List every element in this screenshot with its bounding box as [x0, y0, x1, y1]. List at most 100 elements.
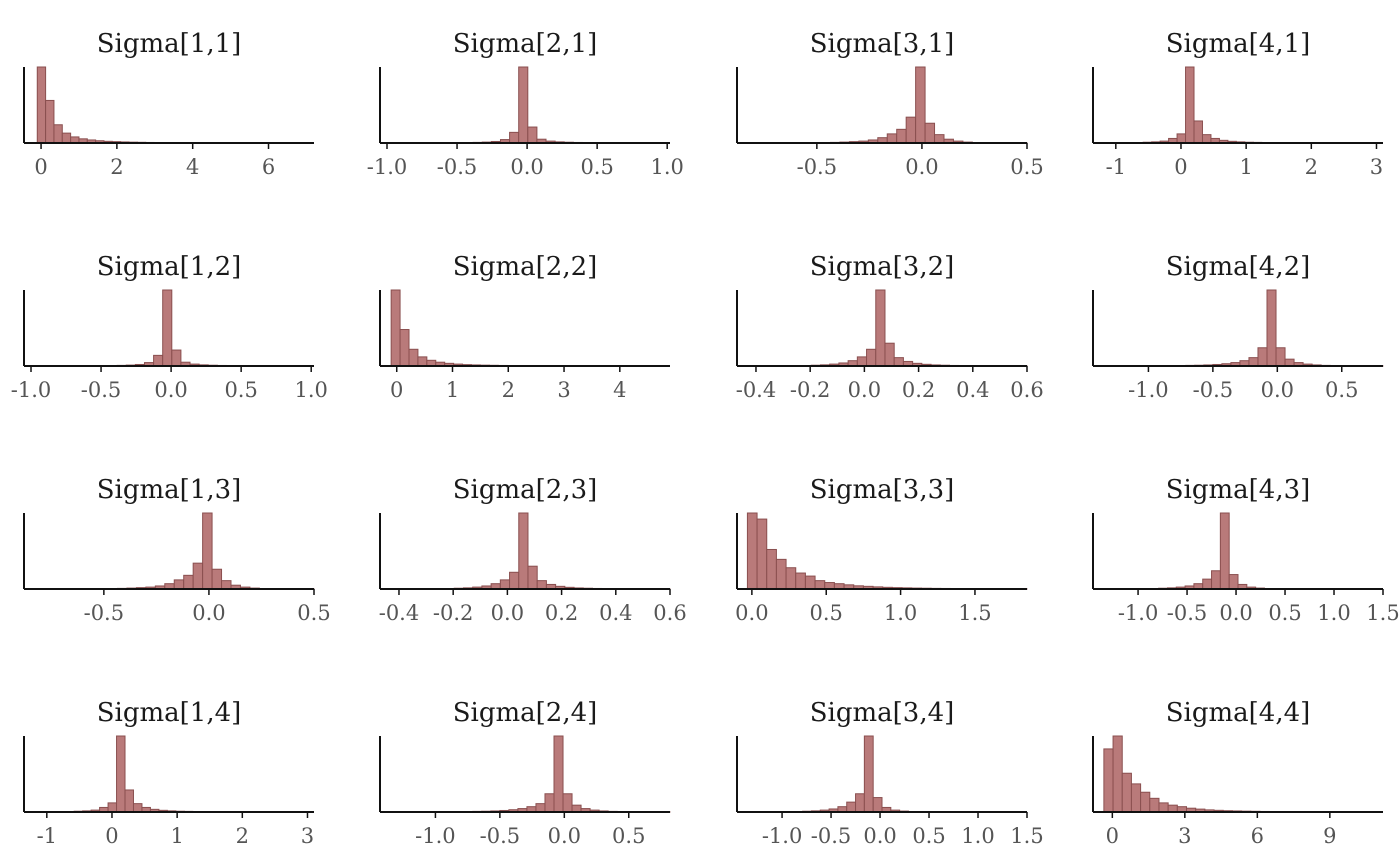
x-tick-label: 2 — [502, 378, 515, 402]
x-tick-label: -0.5 — [84, 601, 125, 625]
histogram-bar — [535, 803, 546, 813]
x-tick-label: 1 — [446, 378, 459, 402]
x-tick-label: -1.0 — [1128, 378, 1169, 402]
histogram-bar — [884, 342, 895, 367]
panel-title: Sigma[4,2] — [1166, 252, 1311, 282]
histogram-bar — [499, 579, 511, 590]
x-tick-label: -1 — [37, 824, 57, 848]
x-tick-label: -0.5 — [1193, 378, 1234, 402]
x-tick-label: 1.5 — [958, 601, 991, 625]
panel-title: Sigma[1,2] — [97, 252, 242, 282]
x-tick-label: 0 — [1174, 155, 1187, 179]
x-tick-label: 0 — [390, 378, 403, 402]
x-tick-label: 0.5 — [1268, 601, 1301, 625]
histogram-panel: Sigma[1,2] -1.0 -0.5 0.0 0.5 1.0 — [11, 252, 328, 402]
histogram-bar — [536, 580, 547, 590]
panel-title: Sigma[4,4] — [1166, 698, 1311, 728]
histogram-bar — [171, 349, 182, 367]
histogram-bar — [1167, 804, 1178, 813]
histogram-panel: Sigma[4,4] 0 3 6 9 — [1092, 698, 1383, 848]
x-tick-label: 3 — [557, 378, 570, 402]
histogram-bar — [872, 797, 883, 813]
panel-title: Sigma[2,4] — [453, 698, 598, 728]
x-tick-label: 0.0 — [548, 824, 581, 848]
x-tick-label: -1.0 — [415, 824, 456, 848]
x-tick-label: 1.5 — [1366, 601, 1399, 625]
histogram-bar — [795, 572, 806, 590]
histogram-bar — [132, 803, 143, 813]
x-tick-label: 0 — [105, 824, 118, 848]
histogram-bar — [1202, 578, 1213, 590]
histogram-bar — [814, 580, 826, 590]
x-tick-label: 0.6 — [1010, 378, 1043, 402]
x-tick-label: 0.6 — [653, 601, 686, 625]
x-tick-label: 9 — [1323, 824, 1336, 848]
x-tick-label: 0 — [1106, 824, 1119, 848]
x-tick-label: -0.2 — [433, 601, 474, 625]
histogram-bar — [509, 131, 520, 144]
histogram-bar — [846, 801, 857, 813]
x-tick-label: 4 — [613, 378, 626, 402]
histogram-bar — [399, 329, 410, 367]
x-tick-label: 0.5 — [224, 378, 257, 402]
x-tick-label: 0.0 — [491, 601, 524, 625]
histogram-bar — [36, 66, 47, 144]
histogram-bar — [509, 571, 520, 590]
histogram-bar — [518, 512, 529, 590]
x-tick-label: 4 — [186, 155, 199, 179]
x-tick-label: -1.0 — [762, 824, 803, 848]
x-tick-label: 2 — [236, 824, 249, 848]
panel-title: Sigma[1,3] — [97, 475, 242, 505]
histogram-bar — [1130, 783, 1142, 813]
histogram-bar — [1201, 134, 1212, 144]
x-tick-label: 3 — [1178, 824, 1191, 848]
histogram-bar — [153, 354, 164, 367]
histogram-bar — [1193, 120, 1203, 144]
x-tick-label: 0.4 — [599, 601, 632, 625]
histogram-bar — [417, 356, 428, 367]
histogram-panel: Sigma[3,1] -0.5 0.0 0.5 — [736, 29, 1044, 179]
histogram-bar — [1149, 797, 1160, 813]
x-tick-label: 1.0 — [650, 155, 683, 179]
panel-title: Sigma[1,1] — [97, 29, 242, 59]
histogram-bar — [61, 132, 72, 144]
x-tick-label: 0.5 — [810, 601, 843, 625]
histogram-panel: Sigma[4,2] -1.0 -0.5 0.0 0.5 — [1092, 252, 1384, 402]
histogram-bar — [553, 735, 564, 813]
histogram-bar — [1257, 347, 1268, 367]
x-tick-label: -0.2 — [790, 378, 831, 402]
histogram-panel: Sigma[2,2] 0 1 2 3 4 — [379, 252, 670, 402]
histogram-bar — [1266, 289, 1277, 367]
x-tick-label: -0.5 — [797, 155, 838, 179]
histogram-panel: Sigma[3,2] -0.4 -0.2 0.0 0.2 0.4 0.6 — [736, 252, 1044, 402]
panel-title: Sigma[2,3] — [453, 475, 598, 505]
histogram-bar — [562, 793, 573, 813]
x-tick-label: 0.5 — [1010, 155, 1043, 179]
histogram-bar — [1284, 358, 1295, 367]
x-tick-label: -1 — [1106, 155, 1126, 179]
histogram-panel: Sigma[4,3] -1.0 -0.5 0.0 0.5 1.0 1.5 — [1092, 475, 1400, 625]
x-tick-label: 0.0 — [510, 155, 543, 179]
histogram-bar — [1158, 802, 1169, 813]
histogram-bar — [756, 518, 768, 590]
x-tick-label: 0.2 — [902, 378, 935, 402]
panel-title: Sigma[4,1] — [1166, 29, 1311, 59]
x-tick-label: -0.5 — [1167, 601, 1208, 625]
x-tick-label: 2 — [1305, 155, 1318, 179]
x-tick-label: 0.4 — [956, 378, 989, 402]
x-tick-label: 0.0 — [735, 601, 768, 625]
x-tick-label: 0 — [34, 155, 47, 179]
x-tick-label: 1.5 — [1010, 824, 1043, 848]
histogram-bar — [896, 128, 907, 144]
histogram-bar — [746, 512, 758, 590]
x-tick-label: 0.5 — [912, 824, 945, 848]
x-tick-label: 0.0 — [905, 155, 938, 179]
histogram-panel: Sigma[1,1] 0 2 4 6 — [23, 29, 314, 179]
x-tick-label: 0.0 — [1219, 601, 1252, 625]
histogram-panel: Sigma[2,1] -1.0 -0.5 0.0 0.5 1.0 — [367, 29, 684, 179]
x-tick-label: -1.0 — [1118, 601, 1159, 625]
histogram-bar — [905, 116, 917, 144]
histogram-bar — [866, 348, 877, 367]
histogram-bar — [221, 580, 232, 590]
